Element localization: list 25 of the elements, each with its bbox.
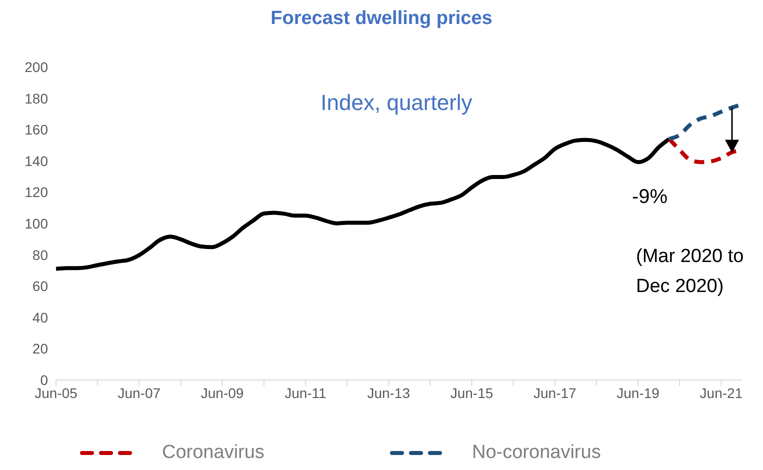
x-tick-label: Jun-09	[200, 384, 244, 401]
y-tick-label: 180	[24, 90, 48, 106]
annotation: -9%	[632, 186, 668, 209]
y-tick-label: 200	[24, 58, 48, 75]
x-tick-label: Jun-07	[118, 384, 161, 401]
y-tick-label: 140	[24, 152, 48, 169]
x-tick-label: Jun-19	[616, 384, 660, 401]
x-tick-label: Jun-13	[367, 384, 410, 401]
x-tick-label: Jun-11	[284, 384, 327, 401]
legend-label: No-coronavirus	[472, 442, 601, 464]
y-tick-label: 20	[32, 340, 48, 357]
y-tick-label: 40	[32, 309, 48, 326]
y-tick-label: 80	[32, 246, 48, 263]
chart-title: Forecast dwelling prices	[270, 8, 494, 30]
x-tick-label: Jun-17	[534, 384, 577, 401]
y-tick-label: 160	[24, 122, 48, 138]
line-series	[667, 102, 742, 141]
annotation: (Mar 2020 to Dec 2020)	[636, 245, 745, 299]
y-tick-label: 120	[24, 184, 48, 200]
text: Index, quarterly	[320, 90, 472, 115]
y-tick-label: 60	[32, 278, 48, 294]
legend-label: Coronavirus	[162, 442, 264, 464]
y-tick-label: 100	[24, 215, 48, 232]
x-tick-label: Jun-15	[450, 384, 494, 401]
x-tick-label: Jun-21	[700, 384, 743, 401]
